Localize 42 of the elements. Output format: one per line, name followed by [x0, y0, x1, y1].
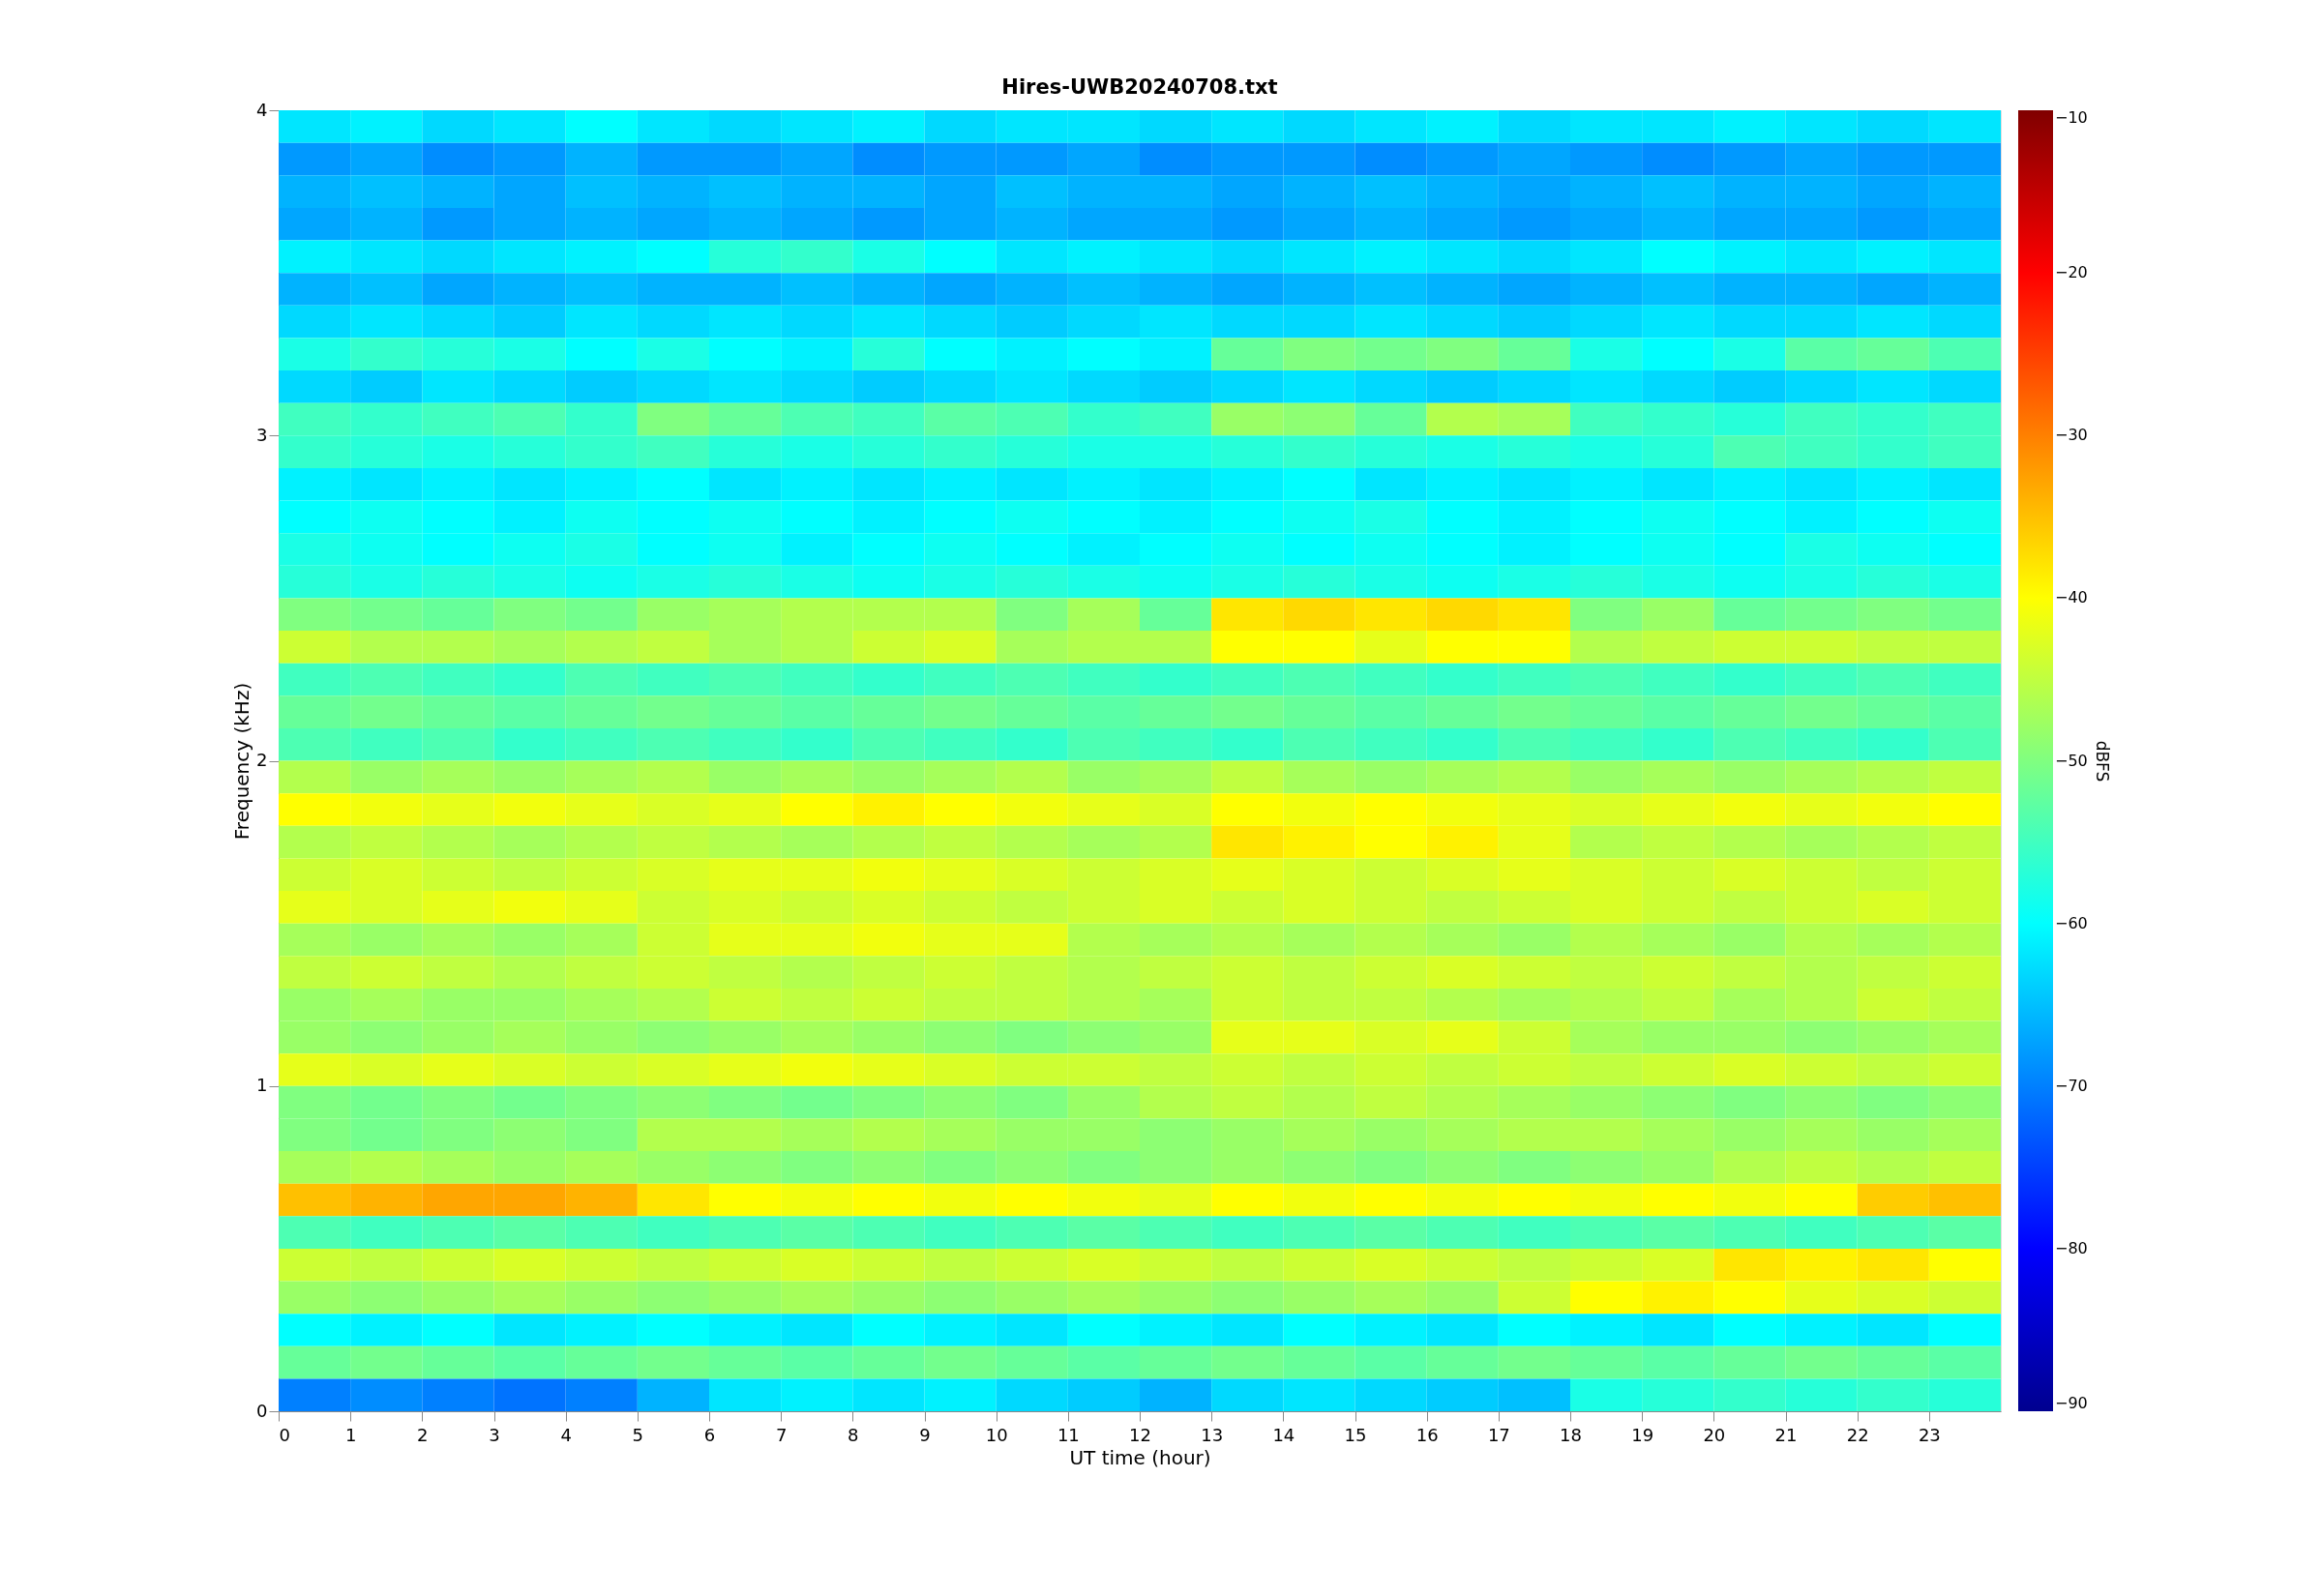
- color-bar-label: −60: [2055, 913, 2088, 932]
- x-tick-label: 14: [1272, 1424, 1295, 1445]
- color-bar-label: −40: [2055, 588, 2088, 607]
- color-bar-title: dBFS: [2093, 740, 2112, 783]
- x-tick-label: 3: [489, 1424, 500, 1445]
- x-tick-label: 13: [1201, 1424, 1224, 1445]
- x-tick-label: 8: [848, 1424, 859, 1445]
- x-tick-label: 1: [344, 1424, 357, 1445]
- x-tick-label: 16: [1415, 1424, 1439, 1445]
- color-bar-label: −10: [2055, 108, 2088, 127]
- x-tick-label: 21: [1774, 1424, 1798, 1445]
- x-tick-label: 4: [560, 1424, 572, 1445]
- y-tick-label: 4: [256, 99, 268, 120]
- color-bar-label: −20: [2055, 263, 2088, 282]
- x-tick-label: 6: [703, 1424, 716, 1445]
- x-tick-label: 11: [1057, 1424, 1080, 1445]
- y-tick-label: 3: [256, 424, 268, 445]
- x-tick-label: 15: [1344, 1424, 1367, 1445]
- color-bar-label: −90: [2055, 1394, 2088, 1412]
- color-bar-label: −30: [2055, 426, 2088, 445]
- x-tick-label: 17: [1487, 1424, 1510, 1445]
- color-bar-label: −50: [2055, 751, 2088, 770]
- y-tick-label: 2: [256, 750, 268, 770]
- x-tick-label: 23: [1918, 1424, 1941, 1445]
- x-tick-label: 12: [1129, 1424, 1151, 1445]
- x-tick-label: 19: [1631, 1424, 1654, 1445]
- chart-title: Hires-UWB20240708.txt: [1001, 75, 1278, 99]
- color-bar-label: −80: [2055, 1238, 2088, 1257]
- x-tick-label: 22: [1846, 1424, 1869, 1445]
- x-tick-label: 7: [775, 1424, 788, 1445]
- x-tick-label: 2: [417, 1424, 429, 1445]
- x-tick-label: 18: [1560, 1424, 1582, 1445]
- x-tick-label: 10: [985, 1424, 1008, 1445]
- color-bar-label: −70: [2055, 1076, 2088, 1095]
- x-tick-label: 0: [279, 1424, 290, 1445]
- y-tick-label: 0: [256, 1400, 268, 1421]
- x-tick-label: 9: [919, 1424, 931, 1445]
- x-axis-title: UT time (hour): [1069, 1445, 1211, 1469]
- y-tick-label: 1: [256, 1075, 268, 1096]
- x-tick-label: 5: [632, 1424, 644, 1445]
- x-tick-label: 20: [1703, 1424, 1726, 1445]
- y-axis-title: Frequency (kHz): [230, 682, 254, 841]
